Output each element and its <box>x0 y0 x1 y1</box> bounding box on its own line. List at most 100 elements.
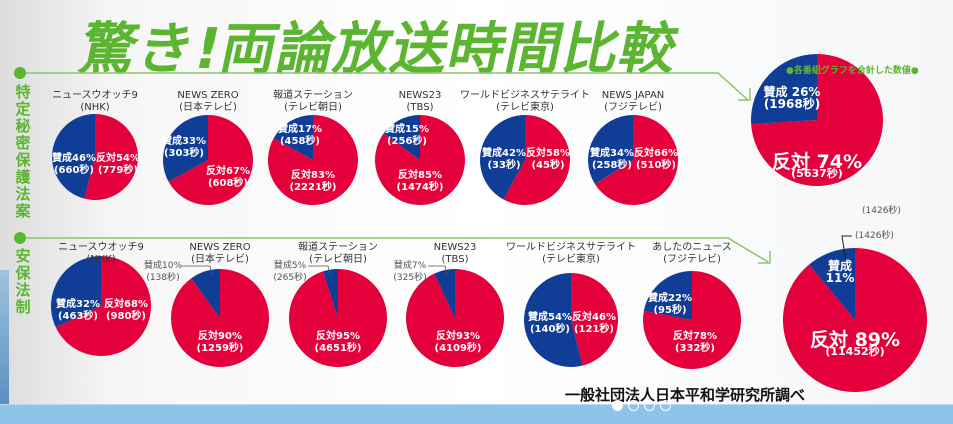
oppose-percent: 反対83% <box>291 170 335 181</box>
favor-slice <box>588 115 633 185</box>
favor-label: 賛成34% (258秒) <box>590 148 634 172</box>
favor-percent: 賛成22% <box>648 293 692 304</box>
favor-seconds: (303秒) <box>163 148 204 159</box>
oppose-percent: 反対58% <box>526 148 570 159</box>
favor-seconds: (258秒) <box>591 160 632 171</box>
program-name: 報道ステーション <box>273 90 353 101</box>
carousel-dot-2[interactable] <box>628 400 639 411</box>
program-title: 報道ステーション (テレビ朝日) <box>298 242 378 266</box>
favor-seconds: (265秒) <box>273 273 307 283</box>
oppose-seconds: (1259秒) <box>196 343 244 354</box>
oppose-seconds: (45秒) <box>531 160 565 171</box>
oppose-slice <box>595 115 678 205</box>
program-title: NEWS23 (TBS) <box>399 90 442 114</box>
favor-label: 賛成54% (140秒) <box>528 312 572 336</box>
oppose-percent: 反対54% <box>96 153 140 164</box>
program-name: ニュースウオッチ9 <box>52 90 138 101</box>
carousel-dot-4[interactable] <box>660 400 671 411</box>
network-name: (日本テレビ) <box>179 102 237 113</box>
oppose-label: 反対46% (121秒) <box>572 312 616 336</box>
favor-label: 賛成10% (138秒) <box>144 260 182 284</box>
section-2-label: 安保法制 <box>15 247 31 316</box>
oppose-slice <box>84 114 138 200</box>
oppose-seconds: (332秒) <box>674 343 715 354</box>
program-title: ニュースウオッチ9 (NHK) <box>52 90 138 114</box>
oppose-label: 反対68% (980秒) <box>104 299 148 323</box>
favor-label: 賛成33% (303秒) <box>162 136 206 160</box>
network-name: (TBS) <box>406 102 434 113</box>
network-name: (テレビ朝日) <box>284 102 342 113</box>
oppose-seconds: (5637秒) <box>791 167 843 180</box>
favor-slice <box>51 114 95 199</box>
oppose-slice <box>168 115 253 205</box>
favor-label: 賛成15% (256秒) <box>385 124 429 148</box>
leader-line <box>428 265 448 276</box>
favor-seconds: (1426秒) <box>855 231 894 241</box>
program-name: NEWS23 <box>433 242 477 253</box>
oppose-seconds: (779秒) <box>97 165 138 176</box>
favor-slice <box>273 115 313 160</box>
oppose-label: 反対85% (1474秒) <box>397 170 444 194</box>
favor-label-part: 11% <box>825 271 855 285</box>
oppose-percent: 反対67% <box>206 166 250 177</box>
program-title: NEWS ZERO (日本テレビ) <box>177 90 238 114</box>
oppose-percent: 反対78% <box>673 331 717 342</box>
oppose-seconds: (11452秒) <box>825 345 885 358</box>
program-name: ワールドビジネスサテライト <box>506 242 636 253</box>
favor-percent: 賛成33% <box>162 136 206 147</box>
favor-percent: 賛成32% <box>56 299 100 310</box>
favor-slice <box>322 269 338 318</box>
carousel-dot-1[interactable] <box>612 400 623 411</box>
oppose-seconds: (980秒) <box>105 311 146 322</box>
favor-label: 賛成 11% <box>826 260 855 284</box>
network-name: (フジテレビ) <box>663 254 721 265</box>
oppose-label: 反対58% (45秒) <box>526 148 570 172</box>
carousel-bar <box>0 404 953 424</box>
network-name: (テレビ東京) <box>542 254 600 265</box>
program-name: 報道ステーション <box>298 242 378 253</box>
favor-seconds: (95秒) <box>653 305 687 316</box>
favor-label: 賛成32% (463秒) <box>56 299 100 323</box>
favor-seconds: (256秒) <box>386 136 427 147</box>
favor-slice <box>643 271 692 320</box>
oppose-label: 反対83% (2221秒) <box>290 170 337 194</box>
favor-percent: 賛成15% <box>385 124 429 135</box>
oppose-percent: 反対 74% <box>771 151 863 173</box>
oppose-label: 反対90% (1259秒) <box>197 331 244 355</box>
oppose-percent: 反対85% <box>398 170 442 181</box>
summary-heading: ●各番組グラフを合計した数値● <box>786 66 919 76</box>
favor-slice <box>809 248 855 320</box>
oppose-label: 反対95% (4651秒) <box>315 331 362 355</box>
favor-percent: 賛成42% <box>482 148 526 159</box>
oppose-label: 反対78% (332秒) <box>673 331 717 355</box>
oppose-percent: 反対 89% <box>809 329 901 351</box>
program-name: NEWS JAPAN <box>601 90 665 101</box>
favor-label-part: 賛成 <box>827 259 853 273</box>
oppose-slice <box>503 115 570 205</box>
favor-percent: 賛成 26% <box>763 85 821 99</box>
oppose-seconds: (608秒) <box>207 178 248 189</box>
program-title: あしたのニュース (フジテレビ) <box>652 242 732 266</box>
program-title: NEWS23 (TBS) <box>434 242 477 266</box>
oppose-seconds: (121秒) <box>573 324 614 335</box>
carousel-dot-3[interactable] <box>644 400 655 411</box>
oppose-seconds: (2221秒) <box>289 182 337 193</box>
program-name: NEWS23 <box>398 90 442 101</box>
oppose-label: 反対66% (510秒) <box>634 148 678 172</box>
favor-slice <box>434 269 455 318</box>
favor-percent: 賛成54% <box>528 312 572 323</box>
section-1-arrow <box>738 88 751 101</box>
favor-percent: 賛成7% <box>393 261 427 271</box>
network-name: (テレビ朝日) <box>309 254 367 265</box>
favor-label: 賛成7% (325秒) <box>393 260 426 284</box>
favor-slice <box>751 54 817 125</box>
oppose-slice <box>170 269 269 367</box>
oppose-slice <box>406 269 505 367</box>
summary-1-note: (1426秒) <box>862 206 901 216</box>
network-name: (フジテレビ) <box>604 102 662 113</box>
program-name: あしたのニュース <box>652 242 732 253</box>
favor-percent: 賛成5% <box>273 261 307 271</box>
favor-seconds: (138秒) <box>146 273 180 283</box>
